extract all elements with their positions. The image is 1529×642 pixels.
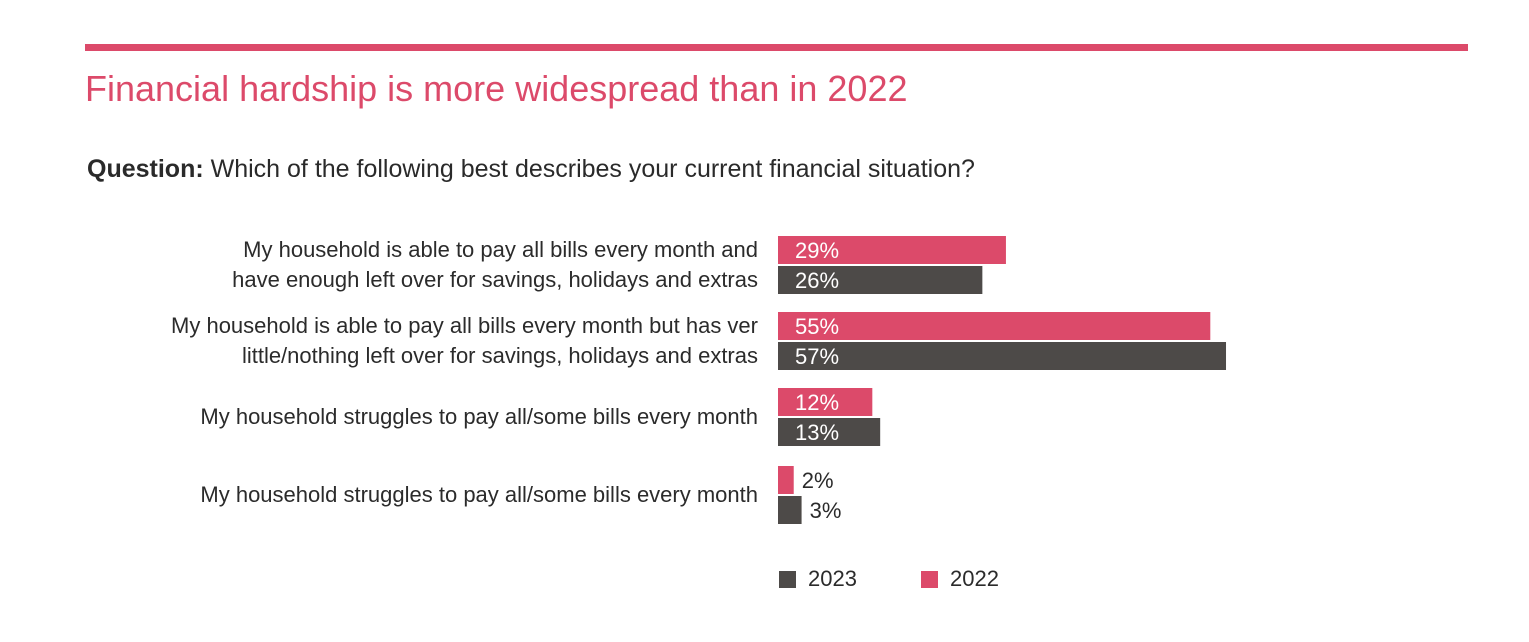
data-label-2023-3: 13% [795, 420, 839, 445]
legend-label-2022: 2022 [950, 566, 999, 591]
bar-2022-2 [778, 312, 1211, 340]
bar-2023-3 [778, 418, 881, 446]
data-label-2022-3: 12% [795, 390, 839, 415]
bar-2022-4 [778, 466, 794, 494]
category-label-line: My household is able to pay all bills ev… [243, 237, 758, 262]
title-rule [85, 44, 1468, 51]
bar-2023-2 [778, 342, 1227, 370]
question-text: Question: Which of the following best de… [87, 155, 975, 184]
bar-2022-3 [778, 388, 873, 416]
bar-2023-1 [778, 266, 983, 294]
category-label-line: My household struggles to pay all/some b… [200, 482, 758, 507]
question-body: Which of the following best describes yo… [203, 155, 975, 183]
category-label-line: little/nothing left over for savings, ho… [241, 343, 758, 368]
legend-label-2023: 2023 [808, 566, 857, 591]
data-label-2022-4: 2% [802, 468, 834, 493]
category-label-line: My household is able to pay all bills ev… [171, 313, 758, 338]
category-label-line: My household struggles to pay all/some b… [200, 404, 758, 429]
bar-2023-4 [778, 496, 802, 524]
category-label-3: My household struggles to pay all/some b… [58, 402, 758, 432]
bar-2022-1 [778, 236, 1006, 264]
data-label-2022-1: 29% [795, 238, 839, 263]
data-label-2023-1: 26% [795, 268, 839, 293]
category-label-line: have enough left over for savings, holid… [232, 267, 758, 292]
question-prefix: Question: [87, 155, 204, 183]
category-label-4: My household struggles to pay all/some b… [58, 480, 758, 510]
legend-swatch-2022 [921, 571, 938, 588]
data-label-2022-2: 55% [795, 314, 839, 339]
chart-title: Financial hardship is more widespread th… [85, 68, 908, 109]
legend-swatch-2023 [779, 571, 796, 588]
category-label-1: My household is able to pay all bills ev… [58, 235, 758, 295]
data-label-2023-2: 57% [795, 344, 839, 369]
data-label-2023-4: 3% [810, 498, 842, 523]
category-label-2: My household is able to pay all bills ev… [58, 311, 758, 371]
